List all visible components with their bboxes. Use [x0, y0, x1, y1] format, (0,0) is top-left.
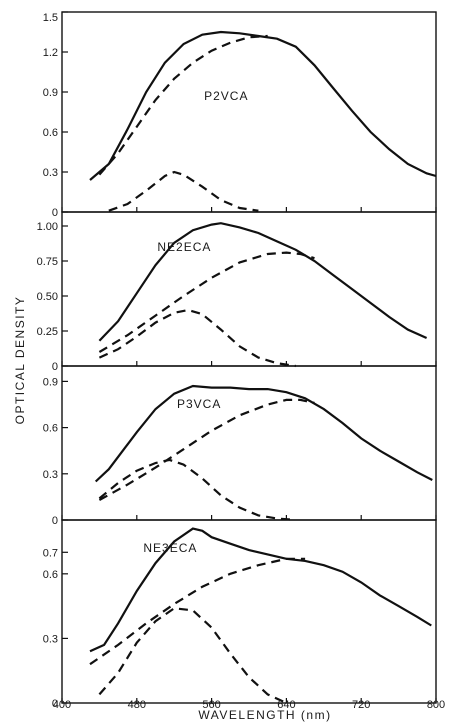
- solid-curve-1: [89, 527, 432, 653]
- panel-p2vca: 0 0.3 0.6 0.9 1.2 1.5 P2VCA: [43, 11, 437, 219]
- y-tick-label: 1.5: [43, 12, 58, 24]
- y-tick-label: 0.6: [43, 423, 58, 435]
- y-tick-label: 0.75: [37, 256, 58, 268]
- panel-ne3eca: 0 0.3 0.6 0.7 NE3ECA: [43, 519, 437, 710]
- y-tick-label: 0.7: [43, 547, 58, 559]
- x-tick-label: 400: [53, 699, 71, 711]
- panel-label: NE2ECA: [157, 240, 211, 254]
- panel-label: NE3ECA: [143, 541, 197, 555]
- panel-ne2eca: 0 0.25 0.50 0.75 1.00 NE2ECA: [37, 211, 437, 373]
- y-tick-label: 0: [52, 207, 58, 219]
- panel-p3vca: 0 0.3 0.6 0.9 P3VCA: [43, 365, 437, 527]
- y-tick-label: 0.9: [43, 87, 58, 99]
- x-tick-labels: 400 480 560 640 720 800: [53, 699, 445, 711]
- panel-frame: [61, 211, 437, 367]
- y-tick-label: 0.6: [43, 127, 58, 139]
- y-tick-label: 0.6: [43, 569, 58, 581]
- y-tick-label: 1.00: [37, 221, 58, 233]
- panel-frame: [61, 11, 437, 213]
- x-tick-label: 640: [277, 699, 295, 711]
- dashed-curve-3: [98, 308, 296, 368]
- x-axis-title: WAVELENGTH (nm): [198, 708, 331, 722]
- dashed-curve-2: [98, 34, 268, 176]
- y-tick-label: 0.3: [43, 633, 58, 645]
- panel-frame: [61, 519, 437, 704]
- panel-label: P2VCA: [204, 89, 248, 103]
- x-tick-label: 480: [128, 699, 146, 711]
- y-tick-label: 0: [52, 698, 58, 710]
- dashed-curve-3: [98, 607, 287, 704]
- y-tick-label: 0.9: [43, 376, 58, 388]
- x-tick-label: 560: [202, 699, 220, 711]
- dashed-curve-2: [98, 398, 315, 501]
- y-tick-label: 0.3: [43, 167, 58, 179]
- y-tick-label: 1.2: [43, 47, 58, 59]
- dashed-curve-2: [89, 557, 306, 666]
- solid-curve-1: [94, 384, 433, 483]
- solid-curve-1: [89, 30, 437, 181]
- y-tick-label: 0: [52, 361, 58, 373]
- dashed-curve-3: [108, 170, 259, 212]
- y-tick-label: 0.25: [37, 326, 58, 338]
- solid-curve-1: [98, 222, 428, 342]
- y-tick-label: 0.3: [43, 469, 58, 481]
- y-axis-title: OPTICAL DENSITY: [13, 296, 27, 425]
- y-tick-label: 0: [52, 515, 58, 527]
- chart-panels: 0 0.3 0.6 0.9 1.2 1.5 P2VCA 0 0.25 0.50 0.75 1.00 NE…: [37, 11, 437, 710]
- y-tick-label: 0.50: [37, 291, 58, 303]
- x-tick-label: 800: [427, 699, 445, 711]
- dashed-curve-2: [98, 251, 315, 353]
- x-tick-label: 720: [352, 699, 370, 711]
- dashed-curve-3: [98, 458, 296, 522]
- panel-label: P3VCA: [177, 397, 221, 411]
